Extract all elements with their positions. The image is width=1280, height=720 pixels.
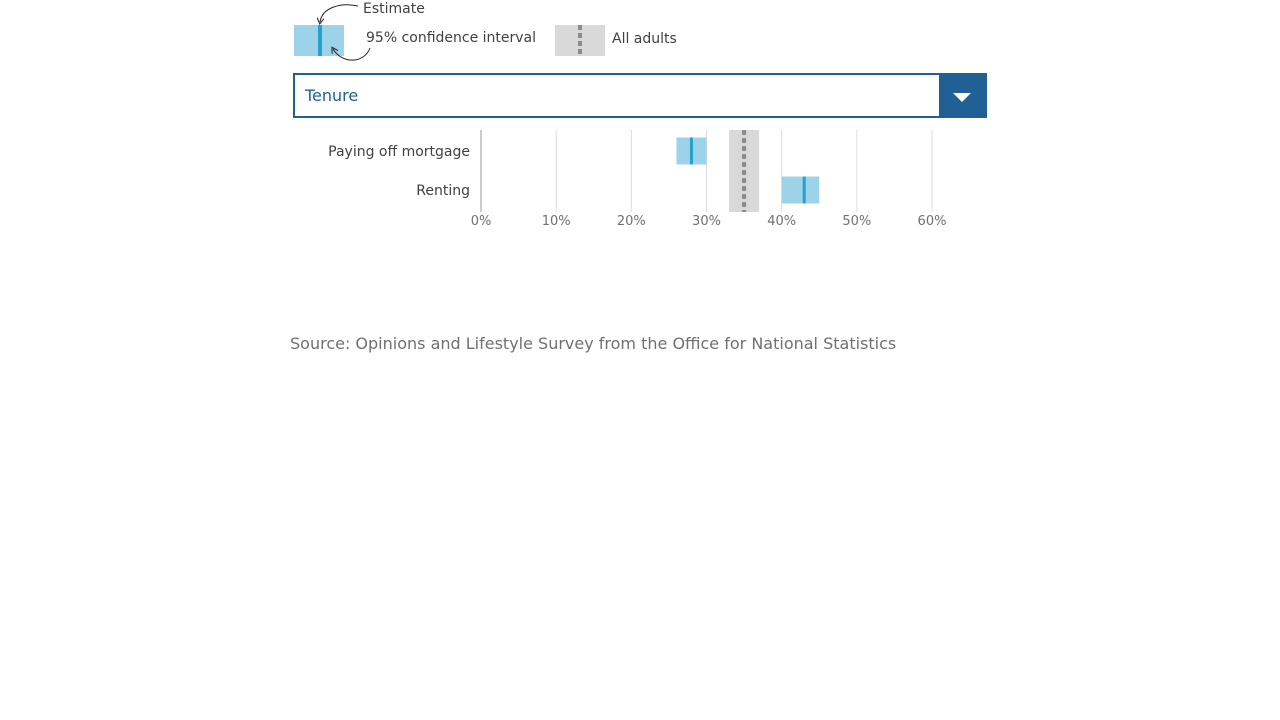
chart: 0% 10% 20% 30% 40% 50% 60% Paying off mortgage R…: [328, 130, 947, 229]
legend-all-adults-label: All adults: [612, 31, 677, 47]
dropdown-toggle-button[interactable]: [939, 75, 985, 116]
x-tick-label: 30%: [692, 214, 721, 229]
ci-bar: [781, 176, 820, 204]
x-tick-label: 0%: [471, 214, 492, 229]
x-tick-label: 10%: [542, 214, 571, 229]
legend-ci-arrow-icon: [333, 48, 371, 61]
category-label: Renting: [416, 183, 470, 199]
x-tick-label: 40%: [767, 214, 796, 229]
legend-estimate-arrow-icon: [320, 4, 359, 22]
legend-ci-label: 95% confidence interval: [366, 30, 537, 46]
x-tick-label: 50%: [842, 214, 871, 229]
x-tick-label: 60%: [918, 214, 947, 229]
legend-estimate-label: Estimate: [363, 1, 425, 17]
dropdown-selected-value: Tenure: [305, 86, 359, 105]
estimate-mark: [689, 137, 693, 165]
estimate-mark: [802, 176, 806, 204]
legend-estimate-swatch: [318, 25, 322, 56]
source-note: Source: Opinions and Lifestyle Survey fr…: [290, 334, 897, 353]
x-tick-label: 20%: [617, 214, 646, 229]
chevron-down-icon: [953, 93, 971, 102]
category-label: Paying off mortgage: [328, 144, 470, 160]
chart-legend: Estimate 95% confidence interval All adu…: [0, 0, 1280, 70]
tenure-dropdown[interactable]: Tenure: [293, 73, 987, 118]
legend-graphics: [294, 4, 605, 61]
